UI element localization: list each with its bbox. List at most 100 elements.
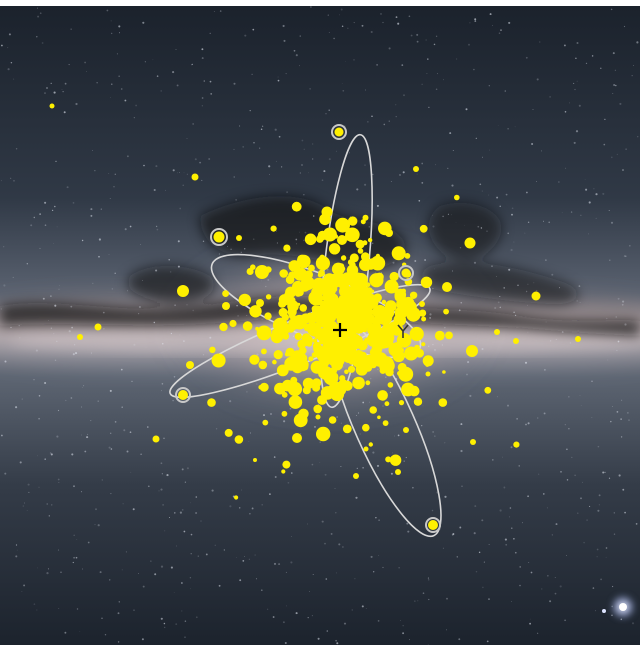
yellow-star bbox=[287, 300, 299, 312]
yellow-star bbox=[344, 232, 354, 241]
yellow-star bbox=[494, 329, 500, 335]
yellow-star bbox=[313, 404, 323, 414]
yellow-star bbox=[395, 469, 401, 475]
yellow-star bbox=[342, 380, 353, 391]
yellow-star bbox=[317, 366, 326, 375]
yellow-star bbox=[222, 290, 230, 297]
yellow-star bbox=[360, 219, 366, 225]
yellow-star bbox=[255, 326, 259, 331]
yellow-star bbox=[367, 237, 373, 243]
yellow-star bbox=[331, 286, 338, 293]
yellow-star bbox=[262, 419, 269, 426]
yellow-star bbox=[338, 263, 345, 269]
yellow-star bbox=[442, 282, 452, 292]
yellow-star bbox=[391, 246, 406, 261]
yellow-star bbox=[358, 367, 367, 376]
yellow-star bbox=[186, 361, 194, 369]
yellow-star bbox=[279, 269, 289, 278]
yellow-star bbox=[357, 248, 364, 254]
yellow-star bbox=[384, 279, 399, 294]
yellow-star bbox=[323, 273, 336, 286]
yellow-star bbox=[484, 386, 492, 394]
yellow-star bbox=[312, 338, 318, 343]
yellow-star bbox=[389, 454, 402, 466]
yellow-star bbox=[229, 319, 237, 328]
yellow-star bbox=[281, 410, 288, 417]
yellow-star bbox=[379, 367, 386, 374]
yellow-star bbox=[308, 314, 318, 323]
yellow-star bbox=[341, 312, 346, 317]
yellow-star bbox=[419, 224, 428, 233]
yellow-star bbox=[283, 244, 291, 252]
yellow-star bbox=[302, 377, 315, 390]
yellow-star bbox=[366, 333, 380, 347]
yellow-star bbox=[398, 400, 405, 406]
image-frame bbox=[0, 6, 640, 645]
yellow-star bbox=[336, 317, 342, 323]
yellow-star bbox=[272, 329, 278, 335]
yellow-star bbox=[284, 351, 290, 357]
yellow-star bbox=[364, 337, 370, 344]
yellow-star bbox=[385, 229, 393, 237]
yellow-star bbox=[362, 328, 367, 333]
yellow-star bbox=[339, 375, 346, 382]
yellow-star bbox=[323, 303, 330, 311]
yellow-star bbox=[385, 456, 392, 463]
yellow-star bbox=[322, 227, 337, 242]
yellow-star bbox=[413, 397, 423, 406]
orbit-star-left bbox=[210, 228, 228, 246]
yellow-star bbox=[242, 321, 253, 331]
yellow-star bbox=[255, 265, 269, 279]
yellow-star bbox=[337, 235, 347, 245]
yellow-star bbox=[365, 287, 373, 295]
yellow-star bbox=[404, 373, 412, 380]
yellow-star bbox=[297, 302, 301, 306]
yellow-star bbox=[404, 253, 411, 259]
yellow-star bbox=[348, 273, 361, 286]
yellow-star bbox=[364, 295, 379, 310]
yellow-star bbox=[339, 284, 352, 298]
yellow-star bbox=[419, 301, 425, 307]
yellow-star bbox=[272, 359, 277, 365]
yellow-star bbox=[273, 350, 283, 360]
yellow-star bbox=[364, 314, 369, 320]
y-marker-icon bbox=[397, 324, 409, 338]
yellow-star bbox=[371, 289, 375, 293]
yellow-star bbox=[288, 260, 301, 272]
yellow-star bbox=[272, 317, 288, 333]
yellow-star bbox=[315, 256, 330, 271]
yellow-star bbox=[399, 348, 405, 353]
yellow-star bbox=[297, 339, 307, 349]
yellow-star bbox=[513, 441, 520, 448]
yellow-star bbox=[258, 360, 268, 370]
yellow-star bbox=[368, 442, 373, 447]
yellow-star bbox=[312, 341, 321, 351]
orbit-star-top bbox=[331, 124, 347, 140]
yellow-star bbox=[353, 352, 359, 358]
yellow-star bbox=[419, 309, 427, 317]
yellow-star bbox=[466, 345, 478, 357]
yellow-star bbox=[265, 294, 272, 300]
galactic-center-cross-icon bbox=[333, 323, 347, 337]
yellow-star bbox=[315, 335, 319, 339]
yellow-star bbox=[454, 194, 460, 201]
yellow-star bbox=[352, 313, 364, 325]
yellow-star bbox=[331, 367, 338, 374]
yellow-star bbox=[361, 360, 367, 367]
yellow-star bbox=[177, 285, 189, 297]
yellow-star bbox=[327, 353, 340, 366]
yellow-star bbox=[349, 261, 356, 268]
yellow-star bbox=[337, 302, 353, 317]
yellow-star bbox=[278, 299, 287, 308]
yellow-star bbox=[236, 235, 242, 241]
yellow-star bbox=[285, 275, 295, 285]
yellow-star bbox=[365, 380, 371, 386]
yellow-star bbox=[317, 315, 324, 322]
yellow-star bbox=[253, 458, 257, 462]
yellow-star bbox=[352, 376, 365, 390]
yellow-star bbox=[340, 255, 347, 261]
yellow-star bbox=[421, 316, 427, 322]
yellow-star bbox=[365, 282, 371, 288]
yellow-star bbox=[415, 348, 424, 358]
yellow-star bbox=[284, 291, 292, 299]
